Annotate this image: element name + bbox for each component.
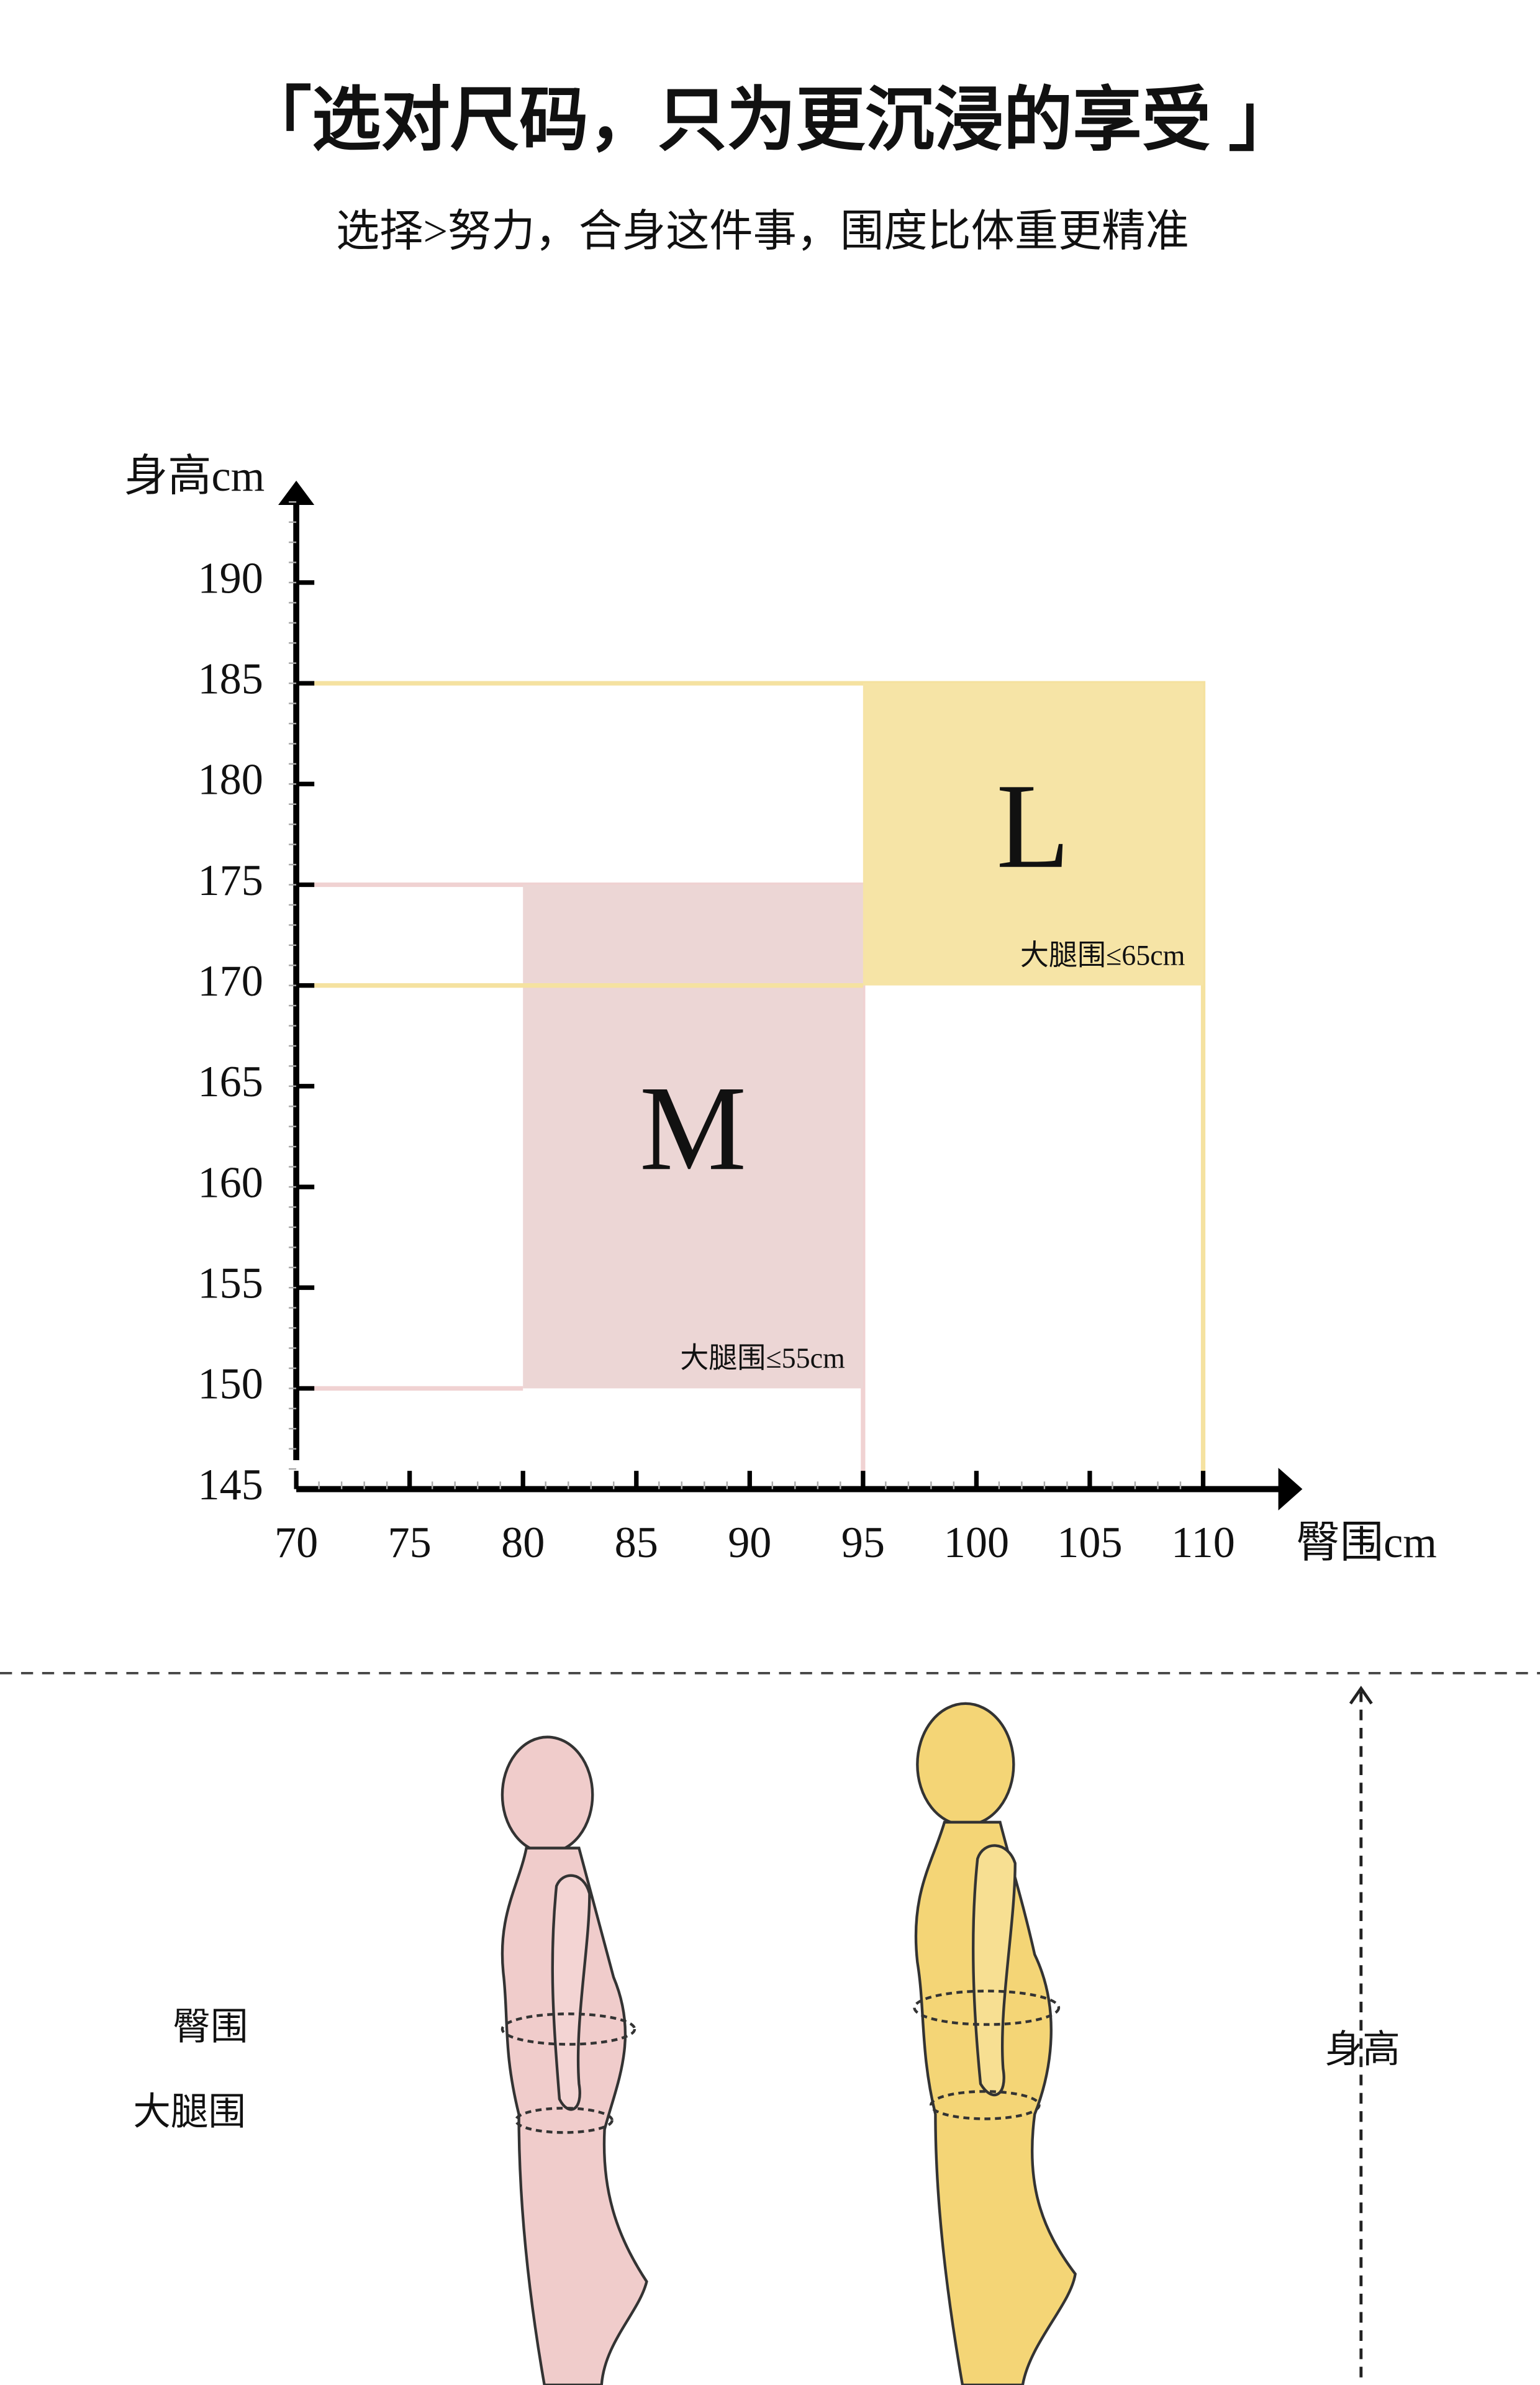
y-axis-title: 身高cm xyxy=(124,452,265,501)
size-box xyxy=(523,884,863,1389)
hip-label: 臀围 xyxy=(173,2006,248,2048)
y-tick-label: 150 xyxy=(197,1360,263,1408)
y-tick-label: 145 xyxy=(197,1461,263,1509)
size-note: 大腿围≤65cm xyxy=(1020,940,1185,971)
y-tick-label: 175 xyxy=(197,856,263,904)
arrow-head xyxy=(1349,1686,1373,1705)
range-frame xyxy=(296,681,1206,1489)
x-tick-label: 95 xyxy=(841,1519,885,1567)
x-tick-label: 110 xyxy=(1171,1519,1235,1567)
thigh-label: 大腿围 xyxy=(133,2091,246,2133)
y-tick-label: 160 xyxy=(197,1158,263,1207)
page-title: 「选对尺码，只为更沉浸的享受 」 xyxy=(243,82,1298,160)
x-axis-title: 臀围cm xyxy=(1297,1519,1437,1567)
figure-l xyxy=(913,1702,1077,2385)
x-tick-label: 105 xyxy=(1057,1519,1122,1567)
x-arrow xyxy=(1278,1468,1303,1510)
x-tick-label: 75 xyxy=(388,1519,432,1567)
height-label: 身高 xyxy=(1325,2029,1400,2071)
y-arrow xyxy=(278,480,315,506)
size-name: L xyxy=(997,759,1070,894)
size-box xyxy=(863,683,1203,986)
y-tick-label: 165 xyxy=(197,1058,263,1106)
x-tick-label: 70 xyxy=(274,1519,318,1567)
size-name: M xyxy=(640,1061,746,1196)
figure-m xyxy=(500,1735,648,2385)
y-tick-label: 170 xyxy=(197,957,263,1006)
size-note: 大腿围≤55cm xyxy=(680,1343,845,1374)
y-tick-label: 180 xyxy=(197,755,263,804)
x-tick-label: 90 xyxy=(728,1519,771,1567)
y-tick-label: 185 xyxy=(197,655,263,703)
y-tick-label: 190 xyxy=(197,554,263,602)
y-tick-label: 155 xyxy=(197,1259,263,1307)
x-tick-label: 85 xyxy=(615,1519,658,1567)
x-tick-label: 100 xyxy=(944,1519,1009,1567)
page-subtitle: 选择>努力，合身这件事，围度比体重更精准 xyxy=(336,207,1189,256)
x-tick-label: 80 xyxy=(501,1519,545,1567)
